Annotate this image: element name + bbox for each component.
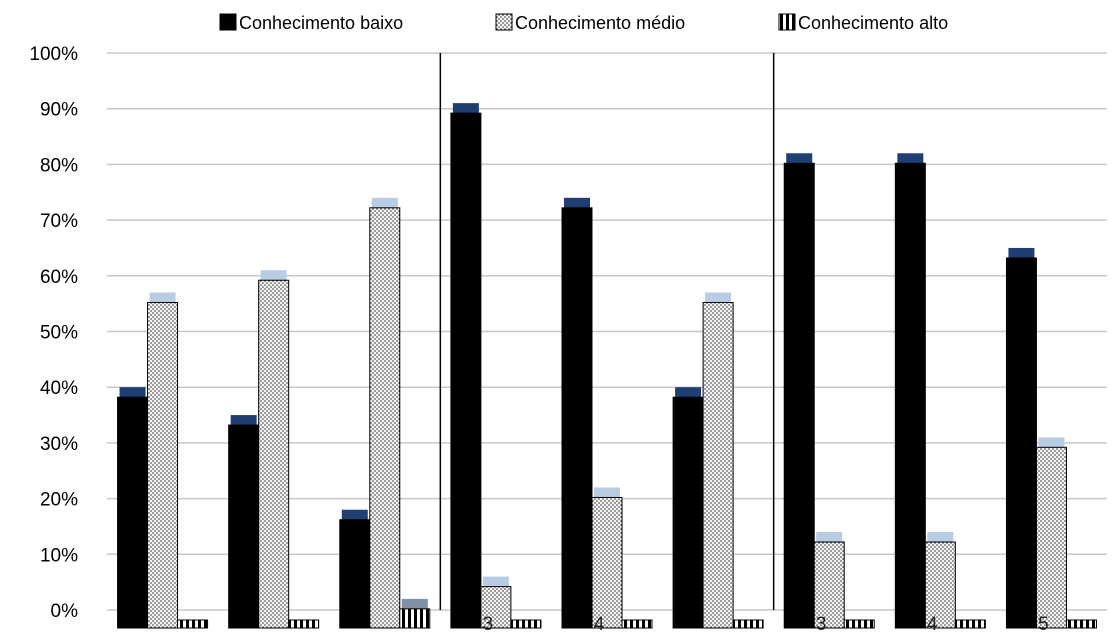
bar-conhecimento-medio	[147, 302, 179, 629]
bar-conhecimento-baixo	[783, 162, 815, 629]
y-tick-label: 20%	[40, 490, 78, 511]
x-axis-labels: 3 4 3 4 5	[483, 614, 1049, 635]
x-tick-label: 4	[594, 614, 605, 635]
legend-swatch-baixo	[219, 13, 237, 31]
bar-conhecimento-baixo	[672, 396, 704, 629]
y-axis: 0% 10% 20% 30% 40% 50% 60% 70% 80% 90% 100%	[29, 44, 78, 622]
legend-swatch-medio	[495, 13, 513, 31]
bar-conhecimento-alto	[843, 619, 875, 629]
bar-conhecimento-baixo	[561, 207, 593, 629]
bar-conhecimento-medio	[258, 279, 290, 629]
group-separators	[439, 53, 775, 610]
y-tick-label: 10%	[40, 545, 78, 566]
bar-conhecimento-medio	[369, 207, 401, 629]
y-tick-label: 0%	[51, 601, 79, 622]
bar-conhecimento-baixo	[339, 519, 371, 629]
legend: Conhecimento baixo Conhecimento médio Co…	[219, 13, 948, 33]
bars	[117, 103, 1097, 629]
bar-conhecimento-alto	[177, 619, 209, 629]
y-tick-label: 90%	[40, 100, 78, 121]
bar-conhecimento-alto	[954, 619, 986, 629]
bar-conhecimento-medio	[813, 541, 845, 629]
bar-conhecimento-baixo	[1005, 257, 1037, 629]
y-tick-label: 100%	[29, 44, 78, 65]
bar-conhecimento-baixo	[228, 424, 260, 629]
bar-conhecimento-medio	[591, 496, 623, 629]
bar-conhecimento-alto	[1065, 619, 1097, 629]
legend-label-medio: Conhecimento médio	[515, 13, 685, 33]
legend-swatch-alto	[778, 13, 796, 31]
x-tick-label: 3	[483, 614, 494, 635]
bar-conhecimento-baixo	[894, 162, 926, 629]
bar-conhecimento-medio	[924, 541, 956, 629]
bar-conhecimento-alto	[732, 619, 764, 629]
legend-label-alto: Conhecimento alto	[798, 13, 948, 33]
bar-conhecimento-alto	[621, 619, 653, 629]
y-tick-label: 30%	[40, 434, 78, 455]
bar-conhecimento-alto	[399, 608, 431, 629]
bar-conhecimento-alto-shadow	[401, 598, 428, 610]
legend-label-baixo: Conhecimento baixo	[239, 13, 403, 33]
y-tick-label: 80%	[40, 155, 78, 176]
x-tick-label: 3	[816, 614, 827, 635]
bar-conhecimento-medio	[702, 302, 734, 629]
y-tick-label: 50%	[40, 323, 78, 344]
bar-conhecimento-medio	[480, 586, 512, 629]
x-tick-label: 4	[927, 614, 938, 635]
bar-conhecimento-baixo	[117, 396, 149, 629]
y-tick-label: 40%	[40, 378, 78, 399]
bar-conhecimento-baixo	[450, 112, 482, 629]
bar-conhecimento-medio	[1035, 446, 1067, 629]
y-tick-label: 70%	[40, 211, 78, 232]
y-tick-label: 60%	[40, 267, 78, 288]
bar-conhecimento-alto	[510, 619, 542, 629]
x-tick-label: 5	[1038, 614, 1049, 635]
bar-conhecimento-alto	[288, 619, 320, 629]
